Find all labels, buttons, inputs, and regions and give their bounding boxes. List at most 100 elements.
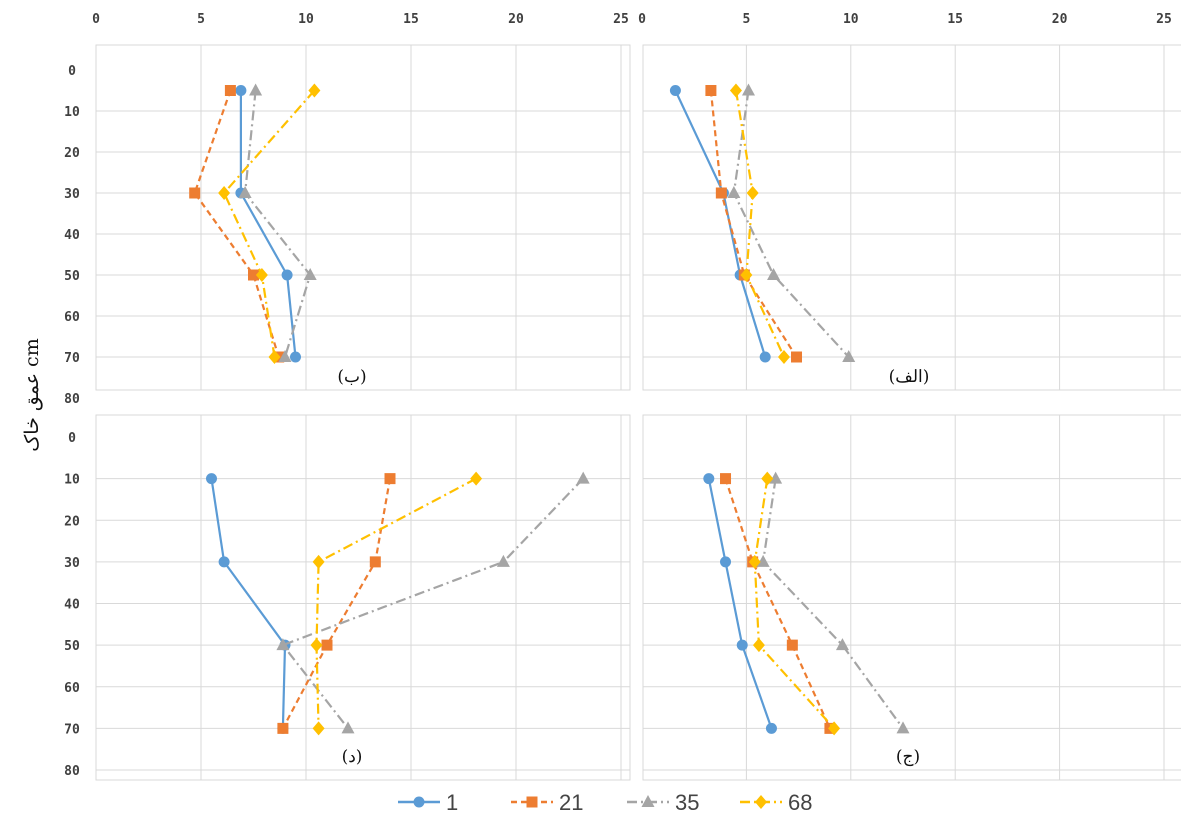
- data-point-21: [248, 269, 259, 281]
- data-point-68: [310, 638, 323, 653]
- panel-2: (الف): [642, 44, 1181, 391]
- x-tick-label: 10: [298, 12, 314, 27]
- series-line-68: [734, 90, 785, 358]
- x-tick-label: 5: [742, 12, 750, 27]
- data-point-68: [828, 721, 841, 736]
- data-point-21: [321, 639, 333, 651]
- y-tick-label: 80: [64, 764, 80, 779]
- y-axis-label: عمق خاک cm: [21, 338, 43, 451]
- data-point-35: [727, 186, 741, 198]
- data-point-21: [715, 187, 727, 199]
- data-point-35: [238, 186, 252, 198]
- data-point-21: [720, 473, 732, 485]
- plot-area: [95, 414, 631, 781]
- legend-label: 68: [788, 790, 812, 815]
- data-point-1: [720, 556, 732, 568]
- data-point-68: [268, 350, 281, 364]
- legend-marker: [526, 796, 538, 808]
- y-tick-label: 80: [64, 392, 80, 407]
- data-point-21: [705, 85, 717, 96]
- data-point-35: [835, 638, 849, 651]
- x-tick-label: 20: [508, 12, 524, 27]
- y-tick-label: 20: [64, 146, 80, 161]
- legend-label: 1: [446, 790, 458, 815]
- data-point-21: [791, 351, 803, 363]
- panel-label: (ب): [337, 367, 366, 387]
- data-point-21: [277, 722, 289, 734]
- series-line-1: [707, 478, 773, 729]
- data-point-35: [276, 638, 290, 651]
- y-tick-label: 50: [64, 269, 80, 284]
- data-point-35: [741, 83, 755, 96]
- panels: 0 10 20 30 40 50 60 70 80 (ب) (الف) 0 10 20 30 40 50 60 70…: [64, 44, 1181, 781]
- y-tick-label: 60: [64, 310, 80, 325]
- data-point-35: [767, 268, 781, 280]
- data-point-68: [308, 83, 321, 98]
- y-tick-label: 0: [68, 431, 76, 446]
- series-line-35: [761, 478, 904, 730]
- data-point-68: [746, 186, 759, 200]
- legend-item-68: 68: [740, 790, 812, 815]
- panel-label: (الف): [889, 367, 930, 387]
- data-point-68: [777, 350, 790, 364]
- data-point-1: [765, 722, 777, 734]
- x-tick-label: 10: [843, 12, 859, 27]
- data-point-21: [369, 556, 381, 568]
- y-tick-label: 40: [64, 228, 80, 243]
- series-line-68: [315, 477, 477, 729]
- legend-item-35: 35: [627, 790, 699, 815]
- x-tick-label: 5: [197, 12, 205, 27]
- data-point-35: [576, 471, 590, 484]
- data-point-1: [206, 473, 217, 485]
- data-point-68: [470, 471, 483, 486]
- data-point-35: [896, 721, 910, 734]
- data-point-35: [842, 350, 856, 362]
- data-point-35: [249, 83, 263, 96]
- data-point-1: [281, 269, 293, 281]
- y-tick-label: 20: [64, 514, 80, 529]
- legend-item-1: 1: [398, 790, 458, 815]
- data-point-68: [761, 471, 774, 486]
- data-point-21: [786, 639, 798, 651]
- y-tick-label: 50: [64, 639, 80, 654]
- y-tick-label: 70: [64, 722, 80, 737]
- data-point-1: [669, 85, 681, 96]
- data-point-1: [736, 639, 748, 651]
- data-point-68: [218, 186, 231, 200]
- series-line-21: [281, 478, 392, 729]
- legend-item-21: 21: [511, 790, 583, 815]
- series-line-35: [281, 477, 584, 730]
- series-line-21: [724, 478, 831, 729]
- series-line-68: [223, 89, 316, 358]
- data-point-68: [748, 554, 761, 569]
- data-point-68: [752, 638, 765, 653]
- x-tick-label: 0: [92, 12, 100, 27]
- data-point-35: [496, 554, 510, 567]
- panel-label: (د): [342, 747, 363, 767]
- y-tick-label: 60: [64, 681, 80, 696]
- data-point-1: [703, 473, 715, 485]
- data-point-35: [756, 554, 770, 567]
- data-point-1: [290, 351, 301, 363]
- x-tick-label: 25: [1156, 12, 1172, 27]
- legend-label: 35: [675, 790, 699, 815]
- y-tick-label: 70: [64, 351, 80, 366]
- series-line-21: [193, 90, 280, 358]
- series-line-1: [239, 90, 297, 358]
- panel-4: (ج): [642, 414, 1181, 781]
- data-point-68: [312, 554, 325, 569]
- data-point-68: [729, 83, 742, 98]
- y-tick-label: 10: [64, 473, 80, 488]
- legend-marker: [413, 796, 425, 808]
- plot-area: [642, 44, 1181, 391]
- series-line-35: [244, 90, 312, 358]
- y-tick-label: 30: [64, 187, 80, 202]
- data-point-21: [189, 187, 201, 199]
- x-axis-tick-labels: 0 5 10 15 20 25 0 5 10 15 20 25: [92, 12, 1172, 27]
- y-tick-label: 0: [68, 64, 76, 79]
- x-tick-label: 25: [613, 12, 629, 27]
- data-point-35: [303, 268, 317, 280]
- x-tick-label: 15: [403, 12, 419, 27]
- legend-label: 21: [559, 790, 583, 815]
